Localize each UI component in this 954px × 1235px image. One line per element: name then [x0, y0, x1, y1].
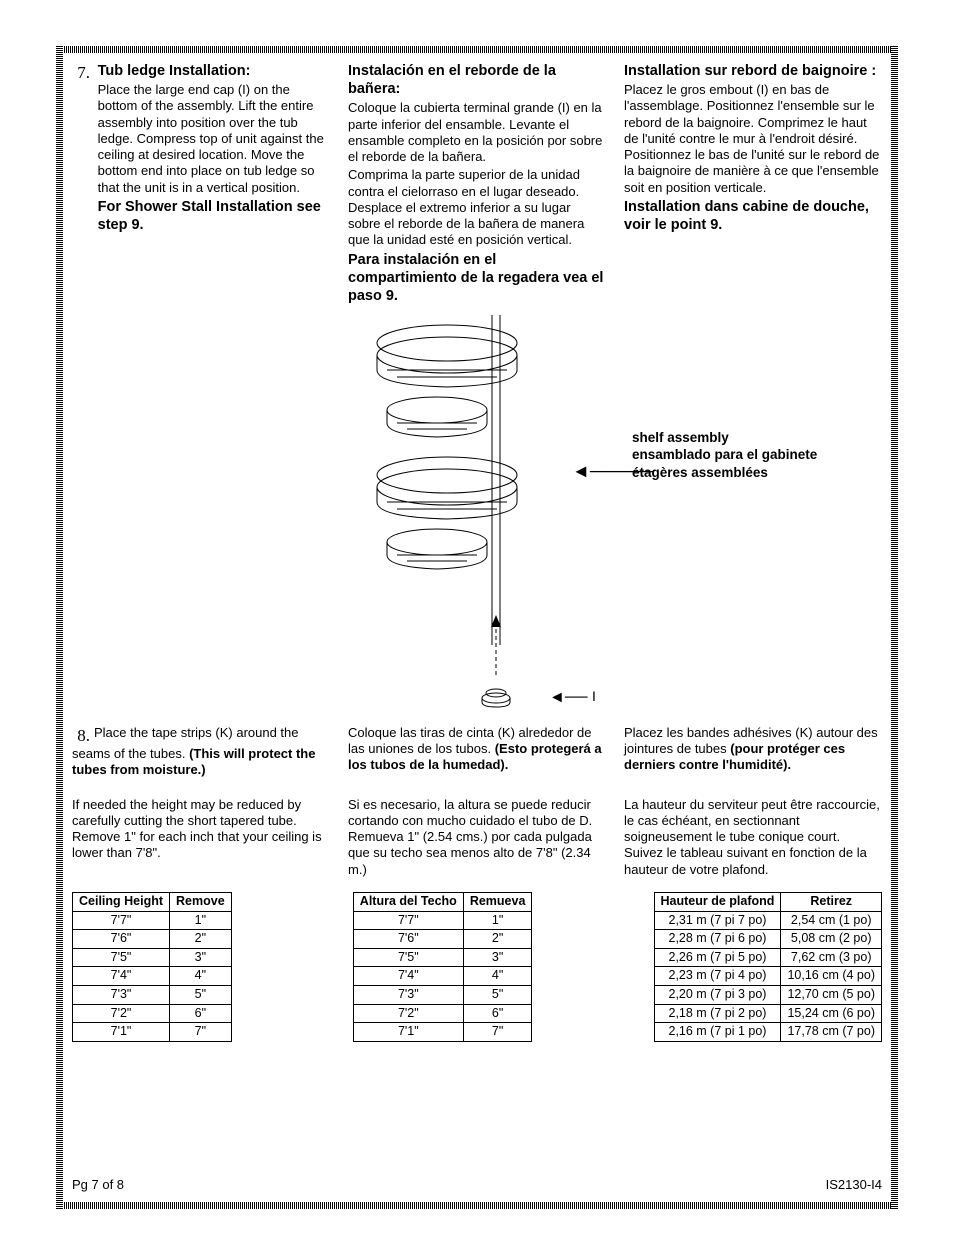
step-8-number: 8. — [72, 725, 90, 746]
step-7-bold-es: Para instalación en el compartimiento de… — [348, 251, 606, 305]
shelf-label-fr: étagères assemblées — [632, 465, 768, 480]
i-label: I — [592, 688, 596, 706]
table-en: Ceiling HeightRemove7'7"1"7'6"2"7'5"3"7'… — [72, 892, 232, 1042]
step-7-row: 7. Tub ledge Installation: Place the lar… — [72, 62, 882, 307]
step-7-heading-fr: Installation sur rebord de baignoire : — [624, 62, 882, 80]
step-8-row-1: 8.Place the tape strips (K) around the s… — [72, 725, 882, 779]
step-8-fr-2: La hauteur du serviteur peut être raccou… — [624, 797, 882, 878]
shelf-label: shelf assembly ensamblado para el gabine… — [632, 429, 817, 482]
step-7-number: 7. — [72, 62, 90, 83]
step-8-es-2: Si es necesario, la altura se puede redu… — [348, 797, 606, 878]
shelf-label-es: ensamblado para el gabinete — [632, 447, 817, 462]
page-content: 7. Tub ledge Installation: Place the lar… — [72, 62, 882, 1193]
table-es: Altura del TechoRemueva7'7"1"7'6"2"7'5"3… — [353, 892, 533, 1042]
step-7-text-fr: Placez le gros embout (I) en bas de l'as… — [624, 82, 882, 196]
step-7-bold-en: For Shower Stall Installation see step 9… — [98, 198, 330, 234]
footer-right: IS2130-I4 — [826, 1177, 882, 1193]
step-7-text-en: Place the large end cap (I) on the botto… — [98, 82, 330, 196]
tables-row: Ceiling HeightRemove7'7"1"7'6"2"7'5"3"7'… — [72, 886, 882, 1042]
table-fr: Hauteur de plafondRetirez2,31 m (7 pi 7 … — [654, 892, 882, 1042]
shelf-svg — [362, 315, 592, 710]
footer-left: Pg 7 of 8 — [72, 1177, 124, 1193]
step-7-text-es-1: Coloque la cubierta terminal grande (I) … — [348, 100, 606, 165]
step-8-row-2: If needed the height may be reduced by c… — [72, 797, 882, 878]
shelf-diagram: ◄───── shelf assembly ensamblado para el… — [72, 315, 882, 715]
shelf-label-en: shelf assembly — [632, 430, 729, 445]
step-7-text-es-2: Comprima la parte superior de la unidad … — [348, 167, 606, 248]
step-7-bold-fr: Installation dans cabine de douche, voir… — [624, 198, 882, 234]
step-7-heading-en: Tub ledge Installation: — [98, 62, 330, 80]
page-footer: Pg 7 of 8 IS2130-I4 — [72, 1177, 882, 1193]
arrow-i-icon: ◄── — [549, 688, 588, 708]
step-7-heading-es: Instalación en el reborde de la bañera: — [348, 62, 606, 98]
step-8-en-2: If needed the height may be reduced by c… — [72, 797, 330, 878]
